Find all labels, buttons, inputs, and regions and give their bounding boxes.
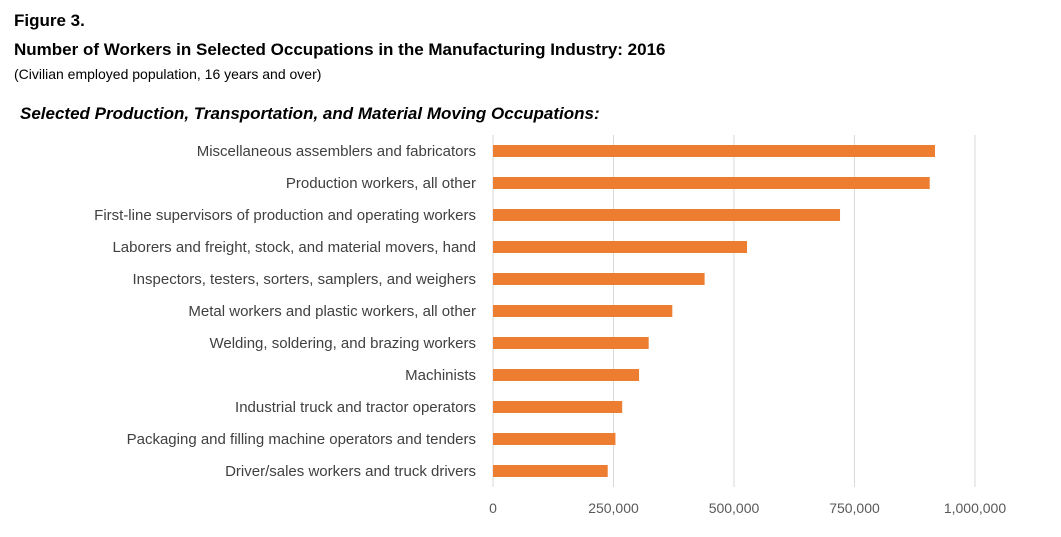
category-label: Production workers, all other	[286, 175, 476, 192]
bar	[493, 369, 640, 381]
x-tick-label: 1,000,000	[944, 500, 1006, 516]
category-label: Inspectors, testers, sorters, samplers, …	[133, 271, 476, 288]
bar	[493, 177, 930, 189]
category-label: Industrial truck and tractor operators	[235, 399, 476, 416]
category-label: Metal workers and plastic workers, all o…	[188, 303, 476, 320]
bar	[493, 273, 705, 285]
category-labels: Miscellaneous assemblers and fabricators…	[94, 143, 476, 480]
tick-labels: 0 250,000 500,000 750,000 1,000,000	[489, 500, 1006, 516]
category-label: Welding, soldering, and brazing workers	[209, 335, 476, 352]
category-label: Laborers and freight, stock, and materia…	[112, 239, 476, 256]
bar	[493, 465, 608, 477]
x-tick-label: 0	[489, 500, 497, 516]
chart-subtitle: (Civilian employed population, 16 years …	[14, 66, 322, 82]
bar	[493, 209, 841, 221]
x-tick-label: 250,000	[588, 500, 639, 516]
gridlines	[492, 135, 976, 487]
category-label: Driver/sales workers and truck drivers	[225, 463, 476, 480]
bars	[493, 145, 935, 477]
category-label: Machinists	[405, 367, 476, 384]
category-label: Packaging and filling machine operators …	[127, 431, 476, 448]
category-label: First-line supervisors of production and…	[94, 207, 476, 224]
chart-title: Number of Workers in Selected Occupation…	[14, 40, 666, 59]
bar	[493, 241, 748, 253]
section-title: Selected Production, Transportation, and…	[20, 104, 600, 123]
x-tick-label: 500,000	[709, 500, 760, 516]
bar	[493, 337, 649, 349]
figure-label: Figure 3.	[14, 11, 85, 30]
x-tick-label: 750,000	[829, 500, 880, 516]
bar	[493, 305, 673, 317]
bar	[493, 401, 623, 413]
bar	[493, 433, 616, 445]
category-label: Miscellaneous assemblers and fabricators	[197, 143, 476, 160]
bar	[493, 145, 935, 157]
